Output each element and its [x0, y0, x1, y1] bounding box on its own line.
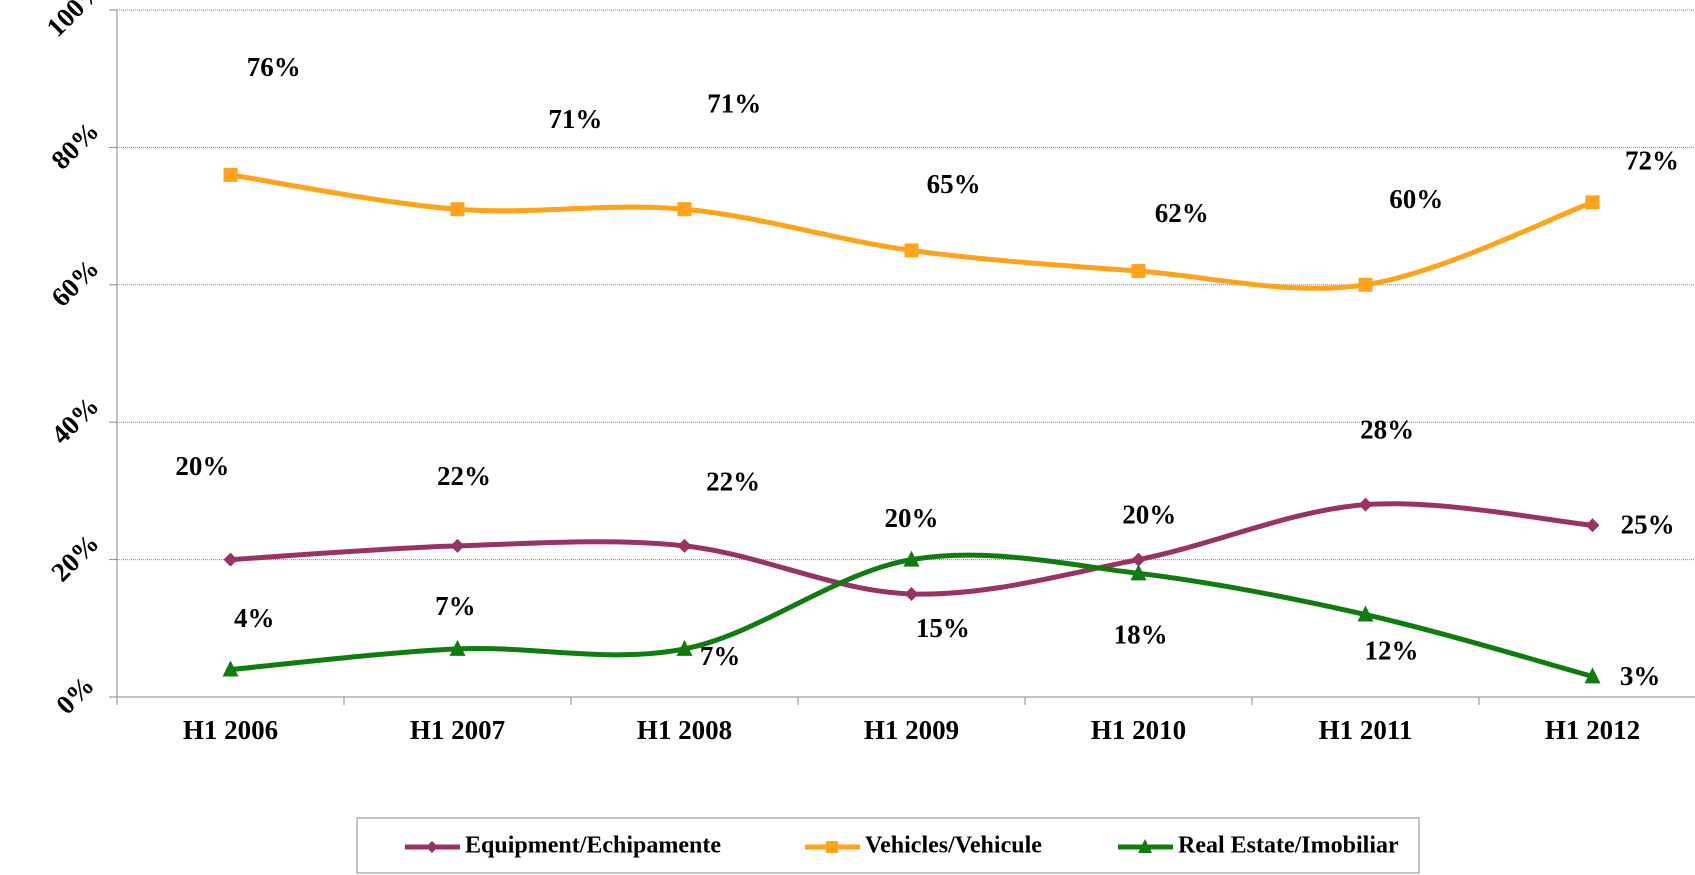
- x-tick-label: H1 2006: [183, 715, 278, 745]
- y-tick-label: 0%: [50, 670, 100, 720]
- x-tick-label: H1 2009: [864, 715, 959, 745]
- data-label: 18%: [1114, 619, 1168, 649]
- marker: [903, 550, 920, 567]
- marker: [223, 552, 238, 567]
- marker: [1131, 264, 1146, 279]
- marker: [1585, 195, 1600, 210]
- marker: [450, 202, 465, 217]
- data-label: 20%: [885, 503, 939, 533]
- legend-item: Vehicles/Vehicule: [805, 833, 1042, 859]
- series-line: [230, 172, 1594, 291]
- legend-box: [356, 817, 1420, 874]
- marker: [1131, 552, 1146, 567]
- data-label: 71%: [707, 89, 761, 119]
- legend-item: Real Estate/Imobiliar: [1118, 833, 1399, 859]
- x-tick-label: H1 2010: [1091, 715, 1186, 745]
- marker: [1357, 605, 1374, 622]
- y-tick-label: 60%: [45, 253, 104, 312]
- legend-label: Vehicles/Vehicule: [865, 833, 1042, 859]
- data-label: 7%: [435, 591, 476, 621]
- data-label: 76%: [247, 52, 301, 82]
- data-label: 28%: [1360, 414, 1414, 444]
- legend-label: Real Estate/Imobiliar: [1178, 833, 1399, 859]
- data-label: 25%: [1621, 510, 1675, 540]
- data-label: 15%: [916, 613, 970, 643]
- marker: [1358, 497, 1373, 512]
- x-tick-label: H1 2011: [1319, 715, 1413, 745]
- marker: [826, 841, 838, 853]
- data-label: 20%: [175, 451, 229, 481]
- marker: [1584, 667, 1601, 684]
- legend-item: Equipment/Echipamente: [405, 833, 721, 859]
- marker: [904, 243, 919, 258]
- data-label: 20%: [1122, 500, 1176, 530]
- marker: [1585, 518, 1600, 533]
- marker: [1130, 564, 1147, 581]
- data-label: 62%: [1155, 198, 1209, 228]
- data-label: 4%: [234, 603, 275, 633]
- y-tick-label: 40%: [45, 391, 104, 450]
- marker: [223, 167, 238, 182]
- y-tick-label: 20%: [45, 528, 104, 587]
- data-label: 22%: [706, 466, 760, 496]
- x-tick-label: H1 2012: [1545, 715, 1640, 745]
- x-tick-label: H1 2008: [637, 715, 732, 745]
- marker: [222, 660, 239, 677]
- legend-label: Equipment/Echipamente: [465, 833, 721, 859]
- data-label: 60%: [1389, 184, 1443, 214]
- x-tick-label: H1 2007: [410, 715, 505, 745]
- data-label: 71%: [548, 104, 602, 134]
- data-label: 12%: [1364, 636, 1418, 666]
- y-tick-label: 100%: [41, 0, 110, 42]
- data-label: 3%: [1620, 661, 1661, 691]
- marker: [1138, 839, 1152, 853]
- marker: [426, 841, 438, 853]
- marker: [449, 639, 466, 656]
- marker: [676, 639, 693, 656]
- data-label: 72%: [1625, 146, 1679, 176]
- y-tick-label: 80%: [45, 116, 104, 175]
- marker: [904, 586, 919, 601]
- marker: [677, 202, 692, 217]
- marker: [450, 538, 465, 553]
- marker: [677, 538, 692, 553]
- marker: [1358, 277, 1373, 292]
- data-label: 7%: [700, 641, 741, 671]
- data-label: 22%: [437, 461, 491, 491]
- data-label: 65%: [927, 169, 981, 199]
